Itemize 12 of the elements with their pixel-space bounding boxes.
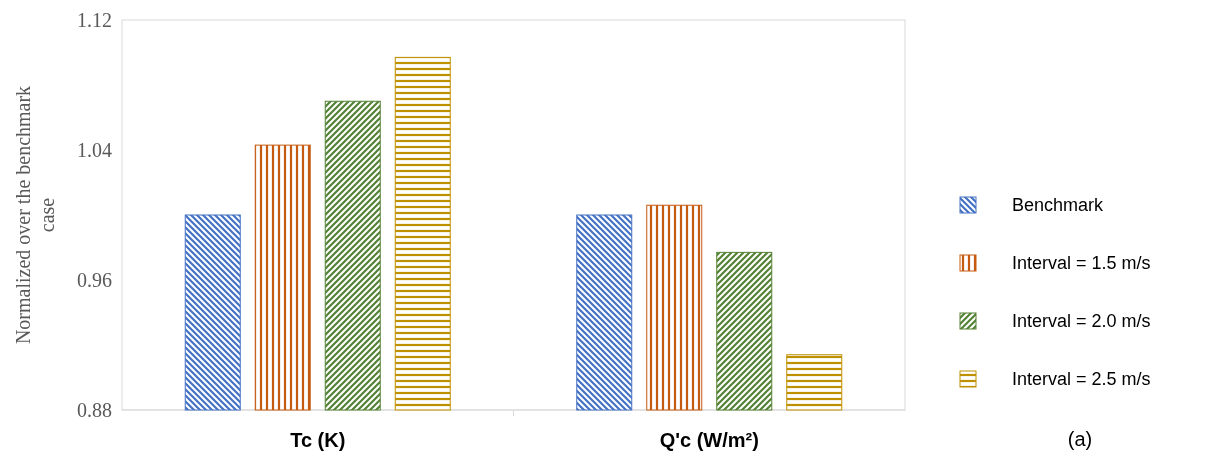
y-axis-title: Normalized over the benchmark case [12, 85, 58, 345]
x-tick-label: Q'c (W/m²) [659, 429, 759, 451]
y-tick-label: 1.04 [77, 139, 112, 161]
legend-label: Interval = 2.0 m/s [1012, 311, 1151, 332]
text: (a) [1067, 428, 1093, 450]
legend-label: Interval = 1.5 m/s [1012, 253, 1151, 274]
legend-label: Benchmark [1012, 195, 1105, 216]
y-tick-label: 0.88 [77, 399, 112, 421]
y-tick-label: 1.12 [77, 9, 112, 31]
legend-label: Interval = 2.5 m/s [1012, 369, 1151, 390]
x-tick-label: Tc (K) [290, 429, 346, 451]
y-tick-label: 0.96 [77, 269, 112, 291]
